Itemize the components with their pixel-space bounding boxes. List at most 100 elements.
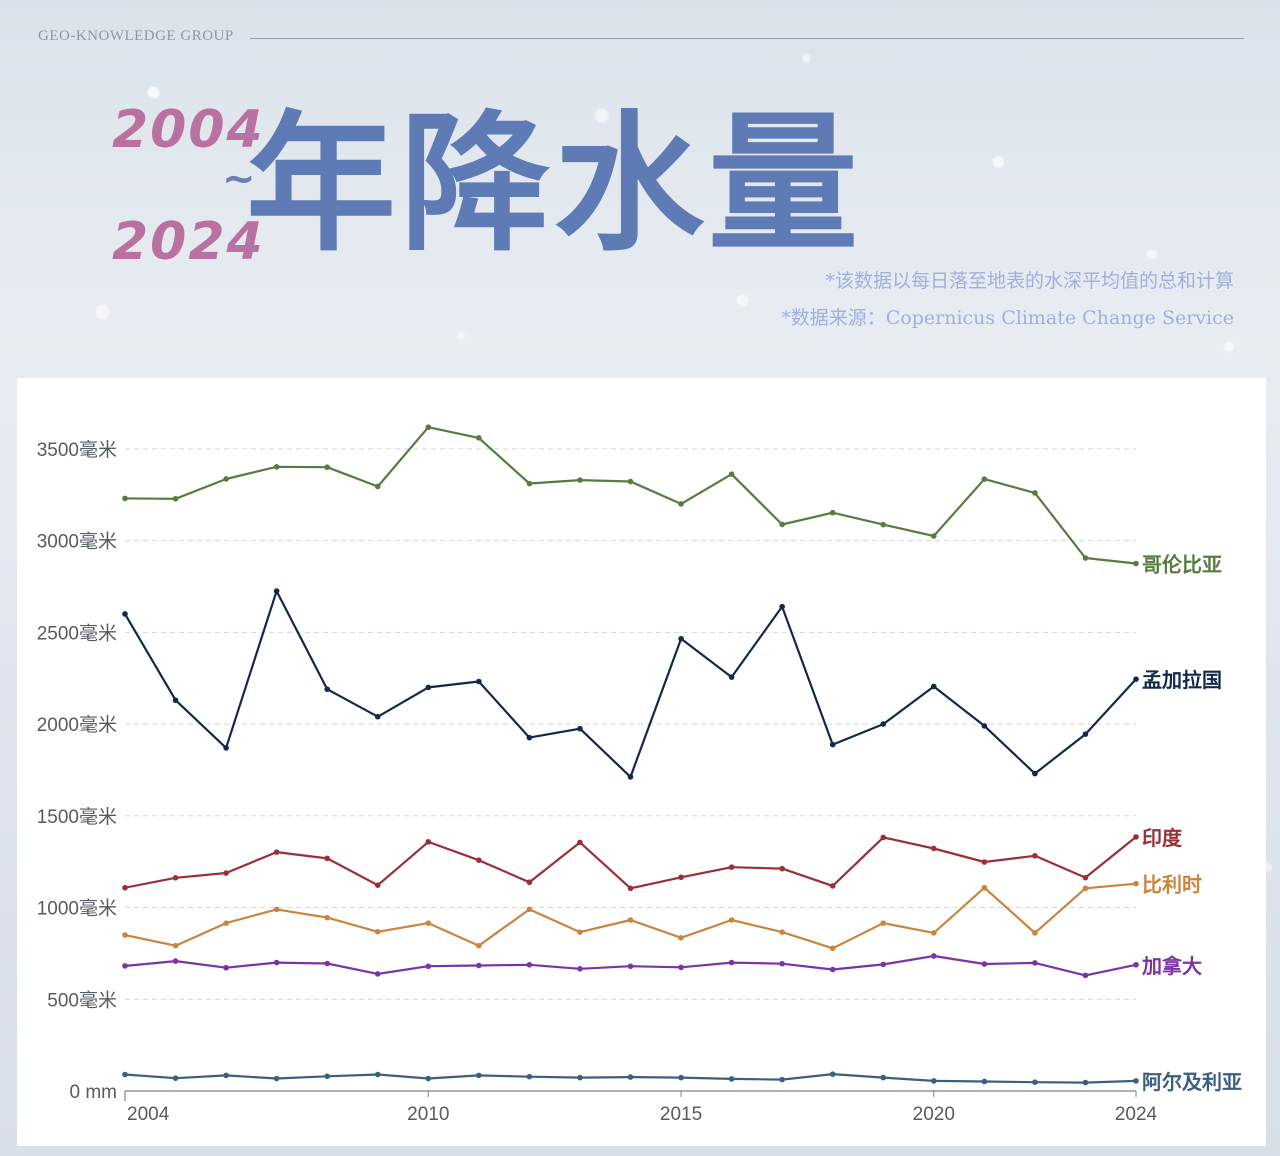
data-point <box>172 495 179 502</box>
data-point <box>981 859 988 865</box>
series-label: 阿尔及利亚 <box>1142 1070 1242 1094</box>
data-point <box>273 464 280 470</box>
data-point <box>779 929 785 935</box>
x-tick-label: 2010 <box>407 1104 449 1125</box>
data-point <box>374 971 381 977</box>
data-point <box>273 906 280 913</box>
data-point <box>374 928 381 935</box>
data-point <box>577 966 583 972</box>
data-point <box>577 725 583 732</box>
data-point <box>476 962 482 969</box>
data-point <box>931 683 937 690</box>
data-point <box>981 884 988 891</box>
data-point <box>931 953 937 959</box>
data-point <box>1032 930 1038 936</box>
data-point <box>374 483 381 490</box>
data-point <box>577 1074 583 1081</box>
data-point <box>829 966 836 973</box>
data-point <box>678 935 684 941</box>
data-point <box>476 942 482 949</box>
data-point <box>172 1075 179 1081</box>
data-point <box>122 884 128 891</box>
data-point <box>425 424 432 431</box>
data-point <box>526 879 533 886</box>
data-point <box>728 959 735 966</box>
data-point <box>1032 1079 1038 1085</box>
data-point <box>1032 852 1038 859</box>
data-point <box>324 1073 331 1080</box>
data-point <box>829 509 836 516</box>
data-point <box>1133 834 1139 840</box>
data-point <box>223 1072 229 1079</box>
data-point <box>577 929 583 935</box>
data-point <box>981 476 988 482</box>
y-tick-label: 2000毫米 <box>37 714 117 736</box>
data-point <box>779 865 785 872</box>
series-line <box>124 590 1137 778</box>
data-point <box>981 961 988 967</box>
page-title: 年降水量 <box>246 98 863 272</box>
data-point <box>122 932 128 938</box>
data-point <box>678 501 684 507</box>
data-point <box>476 435 482 441</box>
series-label: 孟加拉国 <box>1142 668 1222 692</box>
data-point <box>172 958 179 964</box>
source-note: *数据来源：Copernicus Climate Change Service <box>781 307 1234 329</box>
y-tick-label: 500毫米 <box>47 989 117 1011</box>
series-label: 加拿大 <box>1141 954 1202 978</box>
data-point <box>829 945 836 952</box>
data-point <box>829 741 836 748</box>
data-point <box>1133 676 1139 682</box>
data-point <box>627 963 634 970</box>
data-point <box>425 963 432 970</box>
data-point <box>728 1076 735 1082</box>
data-point <box>223 920 229 926</box>
series-label: 印度 <box>1142 826 1183 850</box>
brand-divider <box>250 38 1244 39</box>
data-point <box>122 1071 128 1078</box>
data-point <box>425 920 432 926</box>
data-point <box>779 603 785 610</box>
y-tick-label: 0 mm <box>70 1082 118 1103</box>
year-tilde: ~ <box>222 156 256 202</box>
data-point <box>476 678 482 685</box>
x-tick-label: 2024 <box>1115 1104 1158 1125</box>
data-point <box>425 684 432 691</box>
line-chart: 0 mm 500毫米 1000毫米 1500毫米 2000毫米 2500毫米 3000毫米 3… <box>37 424 1242 1125</box>
data-point <box>273 1075 280 1082</box>
series-label: 哥伦比亚 <box>1142 553 1222 577</box>
data-point <box>1082 885 1089 892</box>
data-point <box>172 942 179 949</box>
data-point <box>880 1074 887 1081</box>
data-point <box>1133 560 1139 567</box>
year-start: 2004 <box>112 100 265 160</box>
data-point <box>1032 960 1038 966</box>
data-point <box>577 477 583 483</box>
data-point <box>931 930 937 936</box>
data-point <box>627 917 634 923</box>
data-point <box>880 834 887 841</box>
y-tick-label: 1000毫米 <box>37 898 117 920</box>
data-point <box>678 964 684 971</box>
data-point <box>728 674 735 680</box>
data-point <box>324 914 331 921</box>
data-point <box>526 734 533 741</box>
data-point <box>627 478 634 485</box>
data-point <box>324 686 331 693</box>
data-point <box>880 521 887 528</box>
data-point <box>829 1071 836 1077</box>
data-point <box>931 1078 937 1084</box>
data-point <box>728 864 735 870</box>
data-point <box>678 635 684 642</box>
x-tick-label: 2020 <box>913 1104 955 1125</box>
year-end: 2024 <box>112 212 265 272</box>
data-point <box>880 961 887 968</box>
data-point <box>526 961 533 968</box>
data-point <box>172 875 179 881</box>
data-point <box>273 849 280 855</box>
data-point <box>728 471 735 477</box>
data-point <box>526 1073 533 1080</box>
data-point <box>324 855 331 862</box>
data-point <box>627 1074 634 1080</box>
y-tick-label: 3500毫米 <box>37 439 117 461</box>
